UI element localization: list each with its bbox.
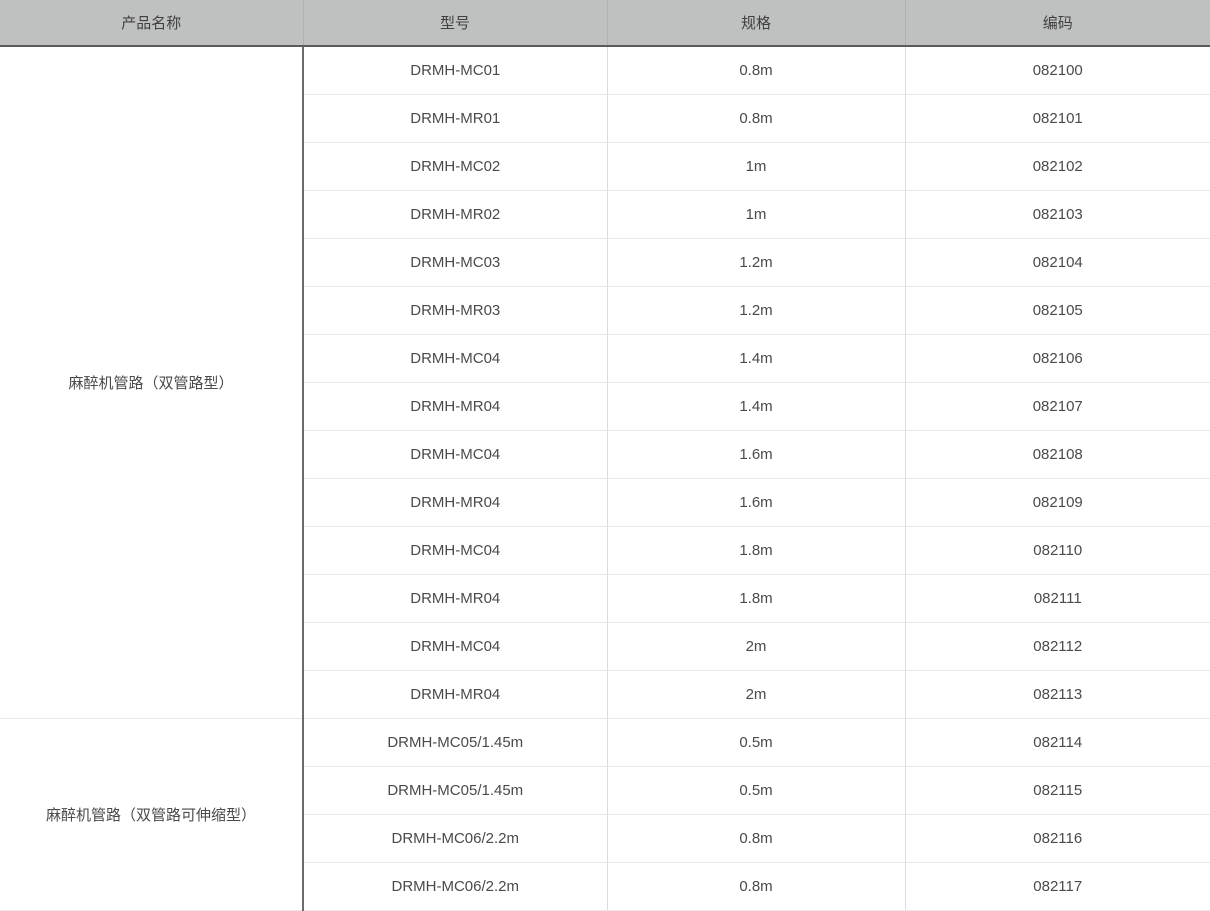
model-cell: DRMH-MR03 bbox=[302, 286, 607, 335]
model-cell: DRMH-MC05/1.45m bbox=[302, 718, 607, 767]
code-cell: 082104 bbox=[904, 238, 1210, 287]
model-cell: DRMH-MR04 bbox=[302, 478, 607, 527]
column-header-spec: 规格 bbox=[606, 0, 905, 47]
table-header: 产品名称 型号 规格 编码 bbox=[0, 0, 1210, 47]
product-name-group-cell: 麻醉机管路（双管路型） bbox=[0, 46, 303, 719]
code-cell: 082115 bbox=[904, 766, 1210, 815]
model-cell: DRMH-MC06/2.2m bbox=[302, 862, 607, 911]
table-row: DRMH-MR02 1m 082103 bbox=[0, 190, 1210, 239]
spec-cell: 1m bbox=[606, 190, 905, 239]
code-cell: 082114 bbox=[904, 718, 1210, 767]
table-header-row: 产品名称 型号 规格 编码 bbox=[0, 0, 1210, 47]
spec-cell: 2m bbox=[606, 622, 905, 671]
code-cell: 082107 bbox=[904, 382, 1210, 431]
model-cell: DRMH-MC04 bbox=[302, 622, 607, 671]
table-row: DRMH-MR04 2m 082113 bbox=[0, 670, 1210, 719]
code-cell: 082109 bbox=[904, 478, 1210, 527]
table-row: DRMH-MR01 0.8m 082101 bbox=[0, 94, 1210, 143]
model-cell: DRMH-MC01 bbox=[302, 46, 607, 95]
spec-cell: 0.5m bbox=[606, 718, 905, 767]
code-cell: 082108 bbox=[904, 430, 1210, 479]
spec-cell: 1.8m bbox=[606, 574, 905, 623]
table-row: DRMH-MR03 1.2m 082105 bbox=[0, 286, 1210, 335]
spec-cell: 0.8m bbox=[606, 814, 905, 863]
model-cell: DRMH-MR04 bbox=[302, 382, 607, 431]
model-cell: DRMH-MC03 bbox=[302, 238, 607, 287]
spec-cell: 0.8m bbox=[606, 46, 905, 95]
spec-cell: 1.6m bbox=[606, 478, 905, 527]
column-header-code: 编码 bbox=[904, 0, 1210, 47]
product-name-group-cell: 麻醉机管路（双管路可伸缩型） bbox=[0, 718, 303, 911]
code-cell: 082105 bbox=[904, 286, 1210, 335]
model-cell: DRMH-MC06/2.2m bbox=[302, 814, 607, 863]
table-row: DRMH-MR04 1.8m 082111 bbox=[0, 574, 1210, 623]
table-row: DRMH-MR04 1.4m 082107 bbox=[0, 382, 1210, 431]
code-cell: 082111 bbox=[904, 574, 1210, 623]
spec-cell: 2m bbox=[606, 670, 905, 719]
model-cell: DRMH-MR04 bbox=[302, 574, 607, 623]
code-cell: 082101 bbox=[904, 94, 1210, 143]
spec-cell: 1.4m bbox=[606, 382, 905, 431]
model-cell: DRMH-MR04 bbox=[302, 670, 607, 719]
spec-cell: 0.8m bbox=[606, 94, 905, 143]
model-cell: DRMH-MR02 bbox=[302, 190, 607, 239]
table-row: 麻醉机管路（双管路可伸缩型） DRMH-MC05/1.45m 0.5m 082114 bbox=[0, 718, 1210, 911]
spec-cell: 1.4m bbox=[606, 334, 905, 383]
code-cell: 082112 bbox=[904, 622, 1210, 671]
spec-cell: 1.2m bbox=[606, 286, 905, 335]
table-row: DRMH-MC04 2m 082112 bbox=[0, 622, 1210, 671]
column-header-product-name: 产品名称 bbox=[0, 0, 303, 47]
spec-cell: 1.8m bbox=[606, 526, 905, 575]
table-row: 麻醉机管路（双管路型） DRMH-MC01 0.8m 082100 bbox=[0, 46, 1210, 719]
code-cell: 082110 bbox=[904, 526, 1210, 575]
table-row: DRMH-MC04 1.4m 082106 bbox=[0, 334, 1210, 383]
code-cell: 082116 bbox=[904, 814, 1210, 863]
code-cell: 082113 bbox=[904, 670, 1210, 719]
code-cell: 082106 bbox=[904, 334, 1210, 383]
table-row: DRMH-MC05/1.45m 0.5m 082115 bbox=[0, 766, 1210, 815]
spec-cell: 1.6m bbox=[606, 430, 905, 479]
model-cell: DRMH-MC04 bbox=[302, 430, 607, 479]
model-cell: DRMH-MC05/1.45m bbox=[302, 766, 607, 815]
spec-cell: 1m bbox=[606, 142, 905, 191]
column-header-model: 型号 bbox=[302, 0, 607, 47]
code-cell: 082102 bbox=[904, 142, 1210, 191]
table-row: DRMH-MC04 1.6m 082108 bbox=[0, 430, 1210, 479]
model-cell: DRMH-MC04 bbox=[302, 334, 607, 383]
model-cell: DRMH-MC02 bbox=[302, 142, 607, 191]
table-row: DRMH-MC02 1m 082102 bbox=[0, 142, 1210, 191]
table-row: DRMH-MC03 1.2m 082104 bbox=[0, 238, 1210, 287]
model-cell: DRMH-MC04 bbox=[302, 526, 607, 575]
code-cell: 082117 bbox=[904, 862, 1210, 911]
table-body: 麻醉机管路（双管路型） DRMH-MC01 0.8m 082100 DRMH-MR01 0… bbox=[0, 46, 1210, 911]
spec-cell: 0.8m bbox=[606, 862, 905, 911]
table-row: DRMH-MC04 1.8m 082110 bbox=[0, 526, 1210, 575]
code-cell: 082103 bbox=[904, 190, 1210, 239]
table-row: DRMH-MC06/2.2m 0.8m 082116 bbox=[0, 814, 1210, 863]
table-row: DRMH-MR04 1.6m 082109 bbox=[0, 478, 1210, 527]
code-cell: 082100 bbox=[904, 46, 1210, 95]
spec-cell: 1.2m bbox=[606, 238, 905, 287]
spec-cell: 0.5m bbox=[606, 766, 905, 815]
model-cell: DRMH-MR01 bbox=[302, 94, 607, 143]
